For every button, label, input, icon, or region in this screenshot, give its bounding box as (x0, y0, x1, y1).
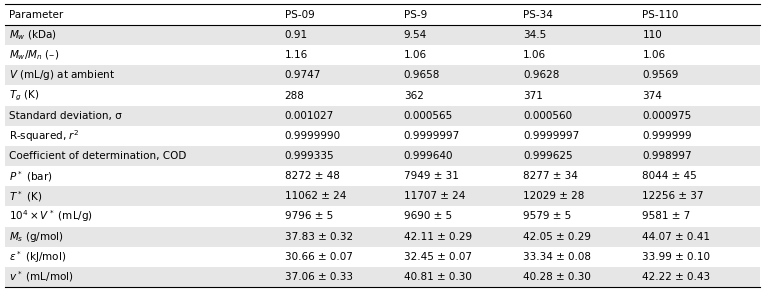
Text: $M_s$ (g/mol): $M_s$ (g/mol) (9, 230, 64, 244)
Text: 9579 ± 5: 9579 ± 5 (523, 211, 571, 222)
Text: 374: 374 (643, 90, 662, 101)
Text: R-squared, $r^2$: R-squared, $r^2$ (9, 128, 80, 144)
Text: 0.9658: 0.9658 (404, 70, 440, 80)
Text: 40.81 ± 0.30: 40.81 ± 0.30 (404, 272, 472, 282)
Text: 34.5: 34.5 (523, 30, 546, 40)
Text: 0.9747: 0.9747 (285, 70, 321, 80)
Text: 42.05 ± 0.29: 42.05 ± 0.29 (523, 232, 591, 242)
Text: 0.9999997: 0.9999997 (404, 131, 460, 141)
Text: 8277 ± 34: 8277 ± 34 (523, 171, 578, 181)
Text: 9.54: 9.54 (404, 30, 427, 40)
Text: 0.001027: 0.001027 (285, 111, 334, 121)
Text: 42.11 ± 0.29: 42.11 ± 0.29 (404, 232, 472, 242)
Text: 33.34 ± 0.08: 33.34 ± 0.08 (523, 252, 591, 262)
Text: $10^4 \times V^*$ (mL/g): $10^4 \times V^*$ (mL/g) (9, 209, 93, 224)
Bar (5, 186, 760, 206)
Text: 12029 ± 28: 12029 ± 28 (523, 191, 584, 201)
Bar (5, 25, 760, 45)
Text: 30.66 ± 0.07: 30.66 ± 0.07 (285, 252, 353, 262)
Text: 371: 371 (523, 90, 543, 101)
Text: 11707 ± 24: 11707 ± 24 (404, 191, 465, 201)
Text: 0.9999990: 0.9999990 (285, 131, 340, 141)
Text: 0.999640: 0.999640 (404, 151, 454, 161)
Text: $T^*$ (K): $T^*$ (K) (9, 189, 42, 204)
Text: 0.999999: 0.999999 (643, 131, 692, 141)
Text: 9796 ± 5: 9796 ± 5 (285, 211, 333, 222)
Text: Standard deviation, σ: Standard deviation, σ (9, 111, 122, 121)
Text: 11062 ± 24: 11062 ± 24 (285, 191, 346, 201)
Text: $M_w/M_n$ (–): $M_w/M_n$ (–) (9, 48, 59, 62)
Text: Coefficient of determination, COD: Coefficient of determination, COD (9, 151, 187, 161)
Text: 1.06: 1.06 (643, 50, 666, 60)
Text: 12256 ± 37: 12256 ± 37 (643, 191, 704, 201)
Text: 110: 110 (643, 30, 662, 40)
Text: $M_w$ (kDa): $M_w$ (kDa) (9, 28, 57, 42)
Text: 0.9999997: 0.9999997 (523, 131, 579, 141)
Bar (5, 267, 760, 287)
Text: 9581 ± 7: 9581 ± 7 (643, 211, 691, 222)
Text: 37.83 ± 0.32: 37.83 ± 0.32 (285, 232, 353, 242)
Text: Parameter: Parameter (9, 10, 63, 19)
Text: 288: 288 (285, 90, 304, 101)
Bar (5, 106, 760, 126)
Text: 0.999335: 0.999335 (285, 151, 334, 161)
Text: 1.16: 1.16 (285, 50, 308, 60)
Text: 0.999625: 0.999625 (523, 151, 573, 161)
Text: 42.22 ± 0.43: 42.22 ± 0.43 (643, 272, 711, 282)
Text: 40.28 ± 0.30: 40.28 ± 0.30 (523, 272, 591, 282)
Text: 362: 362 (404, 90, 424, 101)
Text: 44.07 ± 0.41: 44.07 ± 0.41 (643, 232, 711, 242)
Text: $v^*$ (mL/mol): $v^*$ (mL/mol) (9, 269, 73, 284)
Text: 0.91: 0.91 (285, 30, 308, 40)
Text: $\varepsilon^*$ (kJ/mol): $\varepsilon^*$ (kJ/mol) (9, 249, 67, 265)
Text: PS-110: PS-110 (643, 10, 679, 19)
Text: 0.000560: 0.000560 (523, 111, 572, 121)
Text: 7949 ± 31: 7949 ± 31 (404, 171, 459, 181)
Text: 9690 ± 5: 9690 ± 5 (404, 211, 452, 222)
Text: $V$ (mL/g) at ambient: $V$ (mL/g) at ambient (9, 68, 116, 82)
Text: 0.998997: 0.998997 (643, 151, 692, 161)
Bar (5, 65, 760, 86)
Text: 37.06 ± 0.33: 37.06 ± 0.33 (285, 272, 353, 282)
Text: $T_g$ (K): $T_g$ (K) (9, 88, 40, 103)
Text: 0.000565: 0.000565 (404, 111, 453, 121)
Text: 0.9628: 0.9628 (523, 70, 559, 80)
Text: 1.06: 1.06 (404, 50, 427, 60)
Text: 1.06: 1.06 (523, 50, 546, 60)
Text: PS-09: PS-09 (285, 10, 314, 19)
Text: 33.99 ± 0.10: 33.99 ± 0.10 (643, 252, 711, 262)
Text: 32.45 ± 0.07: 32.45 ± 0.07 (404, 252, 472, 262)
Text: 8044 ± 45: 8044 ± 45 (643, 171, 697, 181)
Bar (5, 146, 760, 166)
Text: PS-34: PS-34 (523, 10, 553, 19)
Text: 0.000975: 0.000975 (643, 111, 692, 121)
Text: $P^*$ (bar): $P^*$ (bar) (9, 169, 53, 184)
Bar (5, 226, 760, 247)
Text: 0.9569: 0.9569 (643, 70, 679, 80)
Text: PS-9: PS-9 (404, 10, 427, 19)
Text: 8272 ± 48: 8272 ± 48 (285, 171, 340, 181)
